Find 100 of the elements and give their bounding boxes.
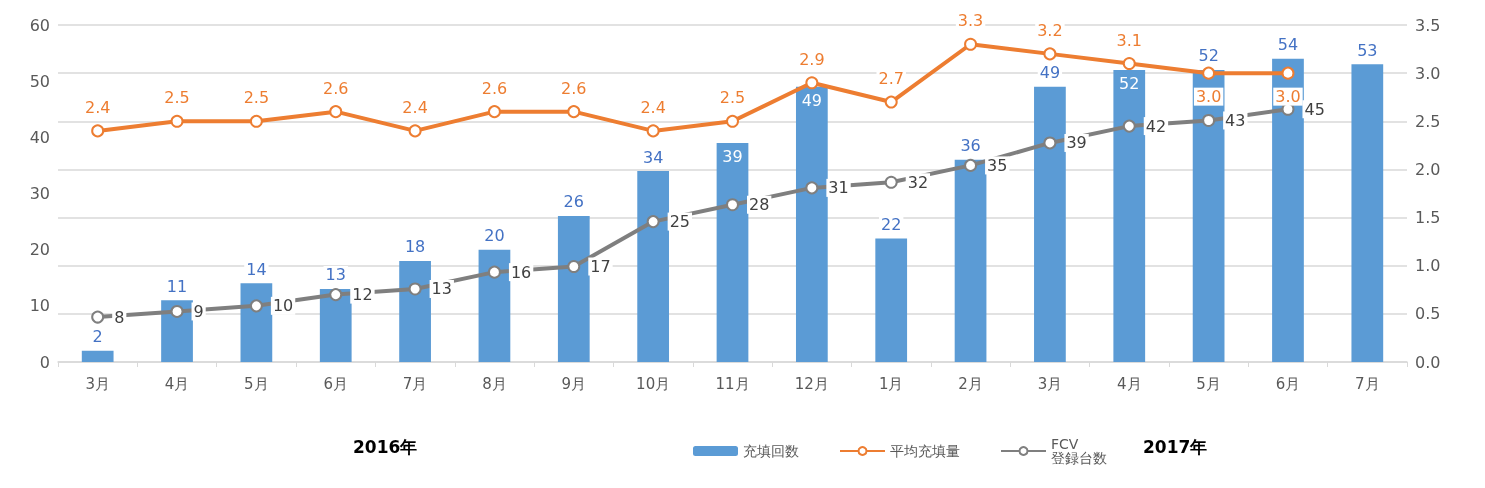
point	[329, 105, 343, 119]
data-label: 2.6	[561, 78, 587, 98]
bar	[478, 249, 511, 362]
x-tick-label: 8月	[482, 374, 507, 393]
x-tick-label: 3月	[1037, 374, 1063, 393]
data-label: 11	[166, 276, 188, 296]
data-label: 12	[352, 285, 373, 305]
bar	[557, 215, 590, 362]
point	[408, 124, 422, 138]
bar	[875, 238, 908, 362]
bar	[637, 171, 670, 362]
data-label: 53	[1357, 40, 1378, 60]
x-tick-label: 7月	[402, 374, 428, 393]
data-label: 26	[563, 192, 584, 212]
y2-tick-label: 3.5	[1415, 15, 1441, 35]
x-tick-label: 4月	[1116, 374, 1142, 393]
x-tick-label: 9月	[561, 374, 587, 393]
y-tick-label: 20	[29, 240, 50, 260]
data-label: 2.6	[323, 78, 349, 98]
legend-label: 充填回数	[743, 443, 799, 459]
data-label: 43	[1225, 110, 1246, 130]
x-tick-label: 12月	[794, 374, 829, 393]
x-tick-label: 3月	[85, 374, 110, 393]
data-label: 2.4	[640, 97, 666, 117]
point	[567, 105, 581, 119]
data-label: 31	[828, 178, 849, 198]
point	[1202, 113, 1216, 127]
point	[646, 215, 660, 229]
bar	[319, 288, 352, 362]
point	[646, 124, 660, 138]
data-label: 49	[801, 91, 823, 111]
data-label: 16	[510, 262, 532, 282]
y2-tick-label: 0.5	[1415, 304, 1441, 324]
y-tick-label: 60	[29, 15, 50, 35]
data-label: 3.0	[1275, 87, 1301, 107]
data-label: 18	[404, 237, 426, 257]
point	[487, 265, 501, 279]
data-label: 2.6	[481, 78, 508, 98]
data-label: 2.5	[243, 88, 270, 108]
point	[487, 105, 501, 119]
bar	[81, 350, 114, 362]
data-label: 36	[960, 136, 981, 156]
x-tick-label: 10月	[636, 374, 671, 393]
point	[726, 198, 739, 212]
point	[884, 175, 898, 189]
point	[408, 282, 422, 296]
bar	[954, 159, 987, 362]
y2-tick-label: 1.0	[1415, 256, 1441, 276]
y-tick-label: 0	[39, 352, 50, 372]
data-label: 10	[272, 296, 294, 316]
point	[329, 288, 343, 302]
x-tick-label: 5月	[1196, 374, 1221, 393]
data-label: 2.5	[164, 88, 190, 108]
data-label: 3.0	[1195, 87, 1222, 107]
x-tick-label: 2月	[958, 374, 983, 393]
point	[91, 310, 105, 324]
x-tick-label: 1月	[878, 374, 904, 393]
data-label: 9	[193, 301, 204, 321]
y-tick-label: 10	[29, 296, 50, 316]
data-label: 3.1	[1116, 30, 1142, 50]
y-tick-label: 30	[29, 184, 50, 203]
data-label: 25	[669, 212, 691, 232]
data-label: 54	[1277, 35, 1299, 55]
point	[1043, 47, 1057, 61]
data-label: 13	[325, 265, 346, 285]
data-label: 2.4	[84, 97, 111, 117]
data-label: 13	[431, 279, 452, 299]
data-label: 32	[907, 172, 929, 192]
bar	[1192, 69, 1225, 362]
bar	[1272, 58, 1304, 362]
x-tick-label: 4月	[164, 374, 190, 393]
data-label: 20	[484, 226, 505, 246]
data-label: 45	[1304, 99, 1325, 119]
x-tick-label: 11月	[715, 374, 750, 393]
point	[567, 260, 581, 274]
data-label: 2.7	[878, 69, 904, 89]
legend-label: 平均充填量	[890, 443, 960, 459]
data-label: 39	[722, 147, 743, 167]
data-label: 17	[590, 257, 611, 277]
point	[170, 114, 184, 128]
legend-label: FCV 登録台数	[1051, 436, 1107, 466]
data-label: 34	[642, 147, 664, 167]
point	[884, 95, 898, 109]
x-tick-label: 6月	[323, 374, 349, 393]
data-label: 49	[1039, 63, 1061, 83]
data-label: 35	[987, 155, 1008, 175]
y2-tick-label: 3.0	[1415, 63, 1441, 83]
bar	[716, 142, 749, 362]
x-tick-label: 7月	[1355, 374, 1380, 393]
point	[964, 37, 978, 51]
data-label: 2.5	[719, 88, 746, 108]
data-label: 52	[1119, 74, 1140, 94]
data-label: 22	[881, 214, 902, 234]
point	[1281, 66, 1295, 80]
data-label: 52	[1198, 46, 1219, 66]
bar	[795, 86, 828, 362]
data-label: 14	[246, 259, 267, 279]
data-label: 2.4	[402, 97, 428, 117]
x-tick-label: 6月	[1275, 374, 1301, 393]
point	[805, 181, 819, 195]
